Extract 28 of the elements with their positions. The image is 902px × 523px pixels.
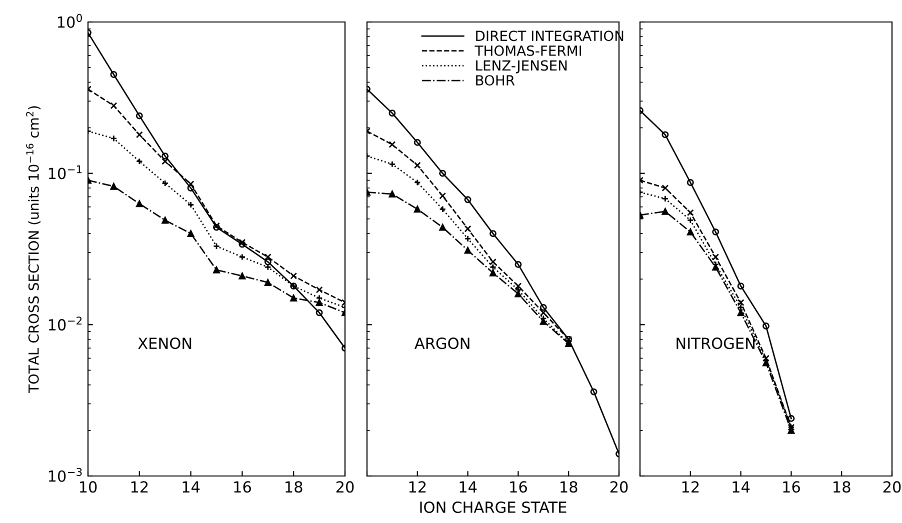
x-tick-label: 16 [783, 481, 800, 493]
x-tick-label: 10 [80, 481, 97, 493]
x-tick-label: 14 [460, 481, 477, 492]
x-tick-label: 12 [131, 481, 148, 492]
y-tick-label: 10$^{−1}$ [48, 165, 82, 180]
x-axis-title: ION CHARGE STATE [420, 501, 566, 514]
x-tick-label: 18 [286, 481, 302, 493]
annotation: ARGON [414, 338, 470, 350]
y-tick-label: 10$^{0}$ [58, 14, 82, 28]
x-tick-label: 18 [560, 481, 578, 493]
x-tick-label: 20 [610, 481, 628, 493]
y-tick-label: 10$^{−3}$ [48, 468, 82, 482]
y-axis-title: TOTAL CROSS SECTION (units 10$^{−16}$ cm$^{2}$) [26, 106, 41, 393]
x-tick-label: 14 [182, 481, 200, 492]
legend-label: BOHR [476, 75, 515, 86]
y-tick-label: 10$^{−2}$ [48, 316, 82, 331]
legend-label: THOMAS-FERMI [474, 45, 582, 56]
x-tick-label: 20 [336, 481, 354, 493]
x-tick-label: 14 [732, 481, 750, 492]
x-tick-label: 12 [409, 481, 426, 492]
x-tick-label: 16 [510, 481, 527, 493]
x-tick-label: 16 [234, 481, 251, 493]
x-tick-label: 18 [834, 481, 850, 493]
x-tick-label: 12 [682, 481, 699, 492]
legend-label: LENZ-JENSEN [476, 60, 567, 74]
annotation: XENON [138, 338, 192, 350]
x-tick-label: 20 [883, 481, 901, 493]
annotation: NITROGEN [676, 338, 755, 350]
